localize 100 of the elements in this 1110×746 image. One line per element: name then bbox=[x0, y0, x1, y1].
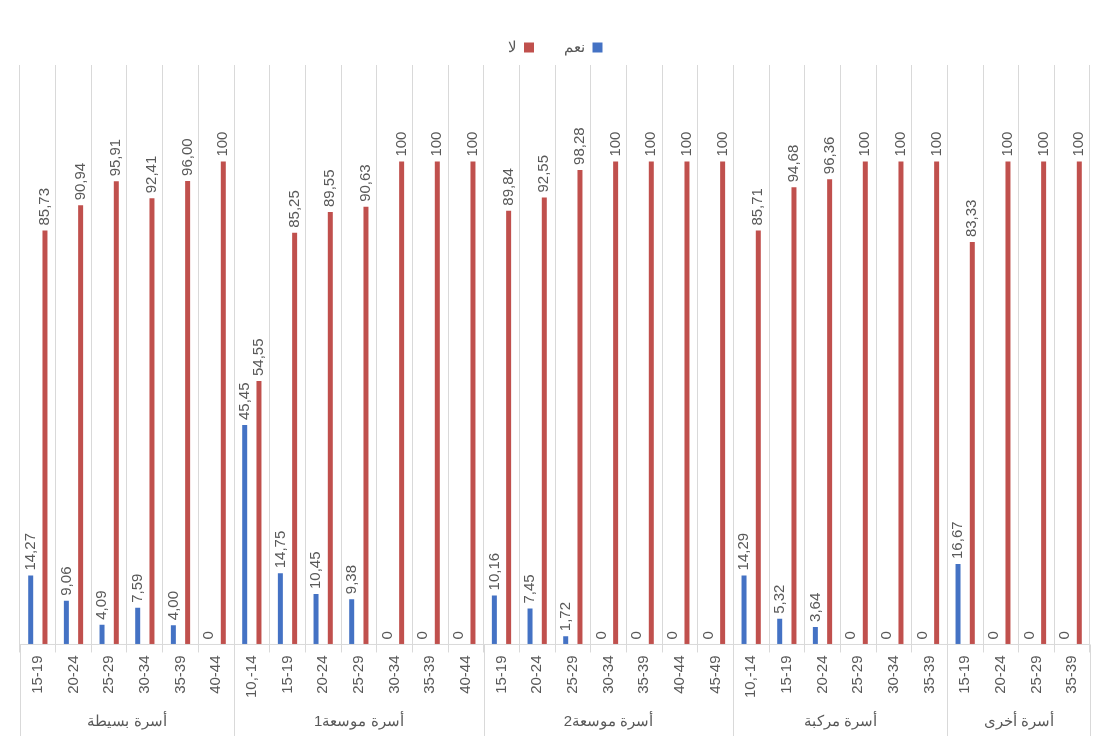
x-tick-label: 20-24 bbox=[313, 655, 331, 694]
data-label: 9,38 bbox=[341, 564, 359, 595]
data-label: 96,00 bbox=[177, 138, 195, 176]
x-tick-label: 10,-14 bbox=[741, 655, 759, 699]
legend-label: لا bbox=[507, 37, 517, 55]
bar bbox=[955, 563, 961, 645]
data-label: 0 bbox=[876, 631, 894, 640]
data-label: 0 bbox=[199, 631, 217, 640]
bar bbox=[349, 599, 355, 645]
data-label: 100 bbox=[641, 131, 659, 157]
data-label: 95,91 bbox=[106, 138, 124, 177]
bar bbox=[1076, 161, 1082, 645]
data-label: 5,32 bbox=[769, 584, 787, 614]
bar bbox=[613, 161, 619, 645]
x-tick-label: 30-34 bbox=[384, 655, 402, 694]
data-label: 100 bbox=[1033, 131, 1051, 157]
bar bbox=[527, 608, 533, 645]
x-tick-label: 25-29 bbox=[1026, 655, 1044, 694]
x-tick-label: 20-24 bbox=[990, 655, 1008, 694]
x-tick-label: 35-39 bbox=[420, 655, 438, 694]
bar bbox=[563, 636, 569, 645]
data-label: 98,28 bbox=[570, 127, 588, 165]
bar bbox=[399, 161, 405, 645]
x-tick-label: 10,-14 bbox=[241, 655, 259, 699]
bar bbox=[541, 197, 547, 645]
bar bbox=[292, 232, 298, 645]
x-tick-label: 30-34 bbox=[134, 655, 152, 694]
x-tick-label: 40-44 bbox=[206, 655, 224, 694]
data-label: 0 bbox=[448, 631, 466, 640]
x-tick-label: 15-19 bbox=[776, 655, 794, 694]
data-label: 100 bbox=[1069, 131, 1087, 157]
data-label: 0 bbox=[912, 631, 930, 640]
text: أسرة موسعة2 bbox=[563, 711, 654, 731]
x-tick-label: 15-19 bbox=[955, 655, 973, 694]
bar bbox=[934, 161, 940, 645]
data-label: 0 bbox=[377, 631, 395, 640]
data-label: 100 bbox=[855, 131, 873, 157]
data-label: 100 bbox=[712, 131, 730, 157]
x-tick-label: 40-44 bbox=[669, 655, 687, 694]
text: أسرة بسيطة bbox=[87, 711, 167, 731]
bar bbox=[113, 181, 119, 645]
bar bbox=[755, 230, 761, 645]
x-tick-label: 25-29 bbox=[99, 655, 117, 694]
data-label: 14,29 bbox=[734, 532, 752, 571]
bar bbox=[185, 180, 191, 645]
x-tick-label: 15-19 bbox=[27, 655, 45, 694]
bar bbox=[313, 594, 319, 645]
data-label: 94,68 bbox=[784, 144, 802, 183]
data-label: 7,59 bbox=[127, 573, 145, 603]
bar bbox=[470, 161, 476, 645]
data-label: 10,45 bbox=[306, 551, 324, 590]
data-label: 100 bbox=[891, 131, 909, 157]
bar bbox=[1041, 161, 1047, 645]
data-label: 100 bbox=[677, 131, 695, 157]
bar bbox=[170, 625, 176, 645]
bar bbox=[577, 169, 583, 645]
bar bbox=[242, 425, 248, 645]
bar bbox=[684, 161, 690, 645]
x-tick-label: 35-39 bbox=[1062, 655, 1080, 694]
data-label: 54,55 bbox=[249, 338, 267, 377]
bar bbox=[969, 242, 975, 645]
x-tick-label: 25-29 bbox=[348, 655, 366, 694]
bar bbox=[63, 600, 69, 645]
bar bbox=[741, 575, 747, 645]
data-label: 3,64 bbox=[805, 592, 823, 622]
bar bbox=[898, 161, 904, 645]
data-label: 0 bbox=[698, 631, 716, 640]
bar bbox=[491, 595, 497, 645]
data-label: 100 bbox=[427, 131, 445, 157]
data-label: 0 bbox=[662, 631, 680, 640]
data-label: 0 bbox=[1055, 631, 1073, 640]
bar bbox=[220, 161, 226, 645]
text: أسرة أخرى bbox=[983, 711, 1054, 731]
x-tick-label: 40-44 bbox=[455, 655, 473, 694]
x-tick-label: 30-34 bbox=[598, 655, 616, 694]
bar bbox=[1005, 161, 1011, 645]
data-label: 96,36 bbox=[819, 136, 837, 175]
x-tick-label: 25-29 bbox=[848, 655, 866, 694]
bar bbox=[277, 573, 283, 645]
data-label: 45,45 bbox=[234, 382, 252, 420]
data-label: 0 bbox=[591, 631, 609, 640]
bar bbox=[99, 624, 105, 645]
bar bbox=[506, 210, 512, 645]
x-tick-label: 15-19 bbox=[277, 655, 295, 694]
x-tick-label: 20-24 bbox=[63, 655, 81, 694]
bar bbox=[42, 230, 48, 645]
bar bbox=[149, 198, 155, 645]
x-tick-label: 30-34 bbox=[883, 655, 901, 694]
bar bbox=[777, 618, 783, 645]
bar bbox=[434, 161, 440, 645]
bar bbox=[28, 575, 34, 645]
data-label: 4,09 bbox=[92, 590, 110, 620]
data-label: 83,33 bbox=[962, 199, 980, 238]
data-label: 0 bbox=[627, 631, 645, 640]
data-label: 0 bbox=[841, 631, 859, 640]
text: أسرة موسعة1 bbox=[314, 711, 404, 731]
bar bbox=[720, 161, 726, 645]
bar bbox=[648, 161, 654, 645]
data-label: 90,94 bbox=[70, 162, 88, 201]
x-tick-label: 20-24 bbox=[812, 655, 830, 694]
